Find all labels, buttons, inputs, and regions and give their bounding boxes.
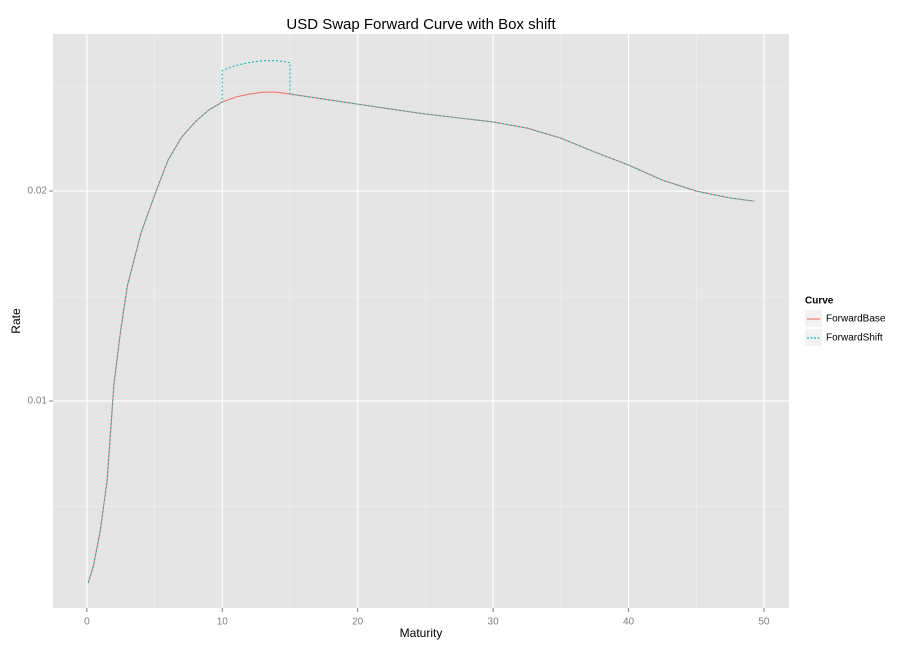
x-tick-label: 30 (488, 617, 500, 628)
x-tick-label: 10 (217, 617, 229, 628)
legend-label: ForwardShift (826, 333, 883, 344)
legend-title: Curve (805, 296, 834, 307)
x-axis-label: Maturity (400, 626, 443, 640)
series-line (87, 60, 755, 584)
lines (53, 34, 789, 608)
y-tick-label: 0.02 (28, 186, 48, 197)
x-tick-label: 0 (84, 617, 90, 628)
y-axis-label: Rate (9, 308, 23, 334)
x-tick-label: 50 (758, 617, 770, 628)
plot-panel (53, 34, 789, 608)
legend-label: ForwardBase (826, 314, 886, 325)
legend-key (805, 329, 822, 346)
chart-title: USD Swap Forward Curve with Box shift (286, 16, 556, 33)
x-tick-label: 20 (352, 617, 364, 628)
y-tick-label: 0.01 (28, 396, 48, 407)
x-tick-label: 40 (623, 617, 635, 628)
